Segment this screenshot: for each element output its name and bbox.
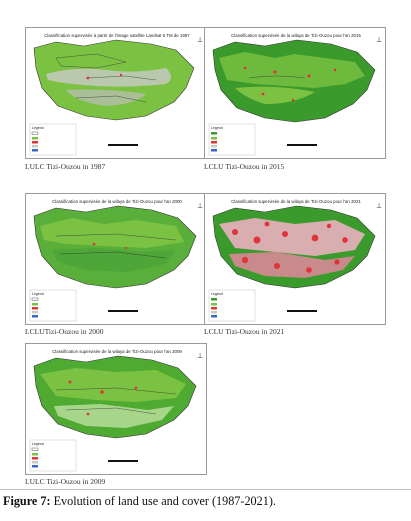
north-arrow-icon: ⊥ bbox=[197, 36, 203, 44]
north-arrow-icon: ⊥ bbox=[376, 36, 382, 44]
svg-text:Legend: Legend bbox=[211, 292, 223, 296]
north-arrow-icon: ⊥ bbox=[197, 202, 203, 210]
panel-caption-2009: LULC Tizi-Ouzou in 2009 bbox=[25, 477, 106, 486]
panel-caption-2015: LCLU Tizi-Ouzou in 2015 bbox=[204, 162, 285, 171]
lulc-map-2009: Classification supervisée de la wilaya d… bbox=[29, 349, 203, 472]
scale-bar bbox=[108, 460, 138, 462]
lulc-map-2015: Classification supervisée de la wilaya d… bbox=[208, 33, 382, 156]
map-panel-1987: Classification supervisée à partir de l'… bbox=[25, 27, 207, 159]
urban-spot bbox=[86, 76, 90, 80]
figure-label: Figure 7: bbox=[3, 494, 51, 508]
panel-caption-2000: LCLUTizi-Ouzou in 2000 bbox=[25, 327, 104, 336]
figure-caption: Figure 7: Evolution of land use and cove… bbox=[3, 494, 276, 509]
urban-spot bbox=[119, 73, 123, 77]
svg-text:Legend: Legend bbox=[32, 126, 44, 130]
scale-bar bbox=[108, 310, 138, 312]
map-title: Classification supervisée de la wilaya d… bbox=[231, 33, 361, 38]
map-panel-2009: Classification supervisée de la wilaya d… bbox=[25, 343, 207, 475]
map-title: Classification supervisée de la wilaya d… bbox=[52, 349, 182, 354]
caption-divider bbox=[0, 489, 411, 490]
panel-caption-1987: LULC Tizi-Ouzou in 1987 bbox=[25, 162, 106, 171]
bare-zone bbox=[46, 68, 171, 87]
lulc-map-1987: Classification supervisée à partir de l'… bbox=[29, 33, 203, 156]
map-panel-2000: Classification supervisée de la wilaya d… bbox=[25, 193, 207, 325]
bare-zone-2 bbox=[66, 89, 146, 106]
map-title: Classification supervisée de la wilaya d… bbox=[231, 199, 361, 204]
lulc-map-2021: Classification supervisée de la wilaya d… bbox=[208, 199, 382, 322]
scale-bar bbox=[287, 144, 317, 146]
map-title: Classification supervisée de la wilaya d… bbox=[52, 199, 182, 204]
figure-caption-text: Evolution of land use and cover (1987-20… bbox=[50, 494, 276, 508]
north-arrow-icon: ⊥ bbox=[197, 352, 203, 360]
scale-bar bbox=[287, 310, 317, 312]
map-panel-2021: Classification supervisée de la wilaya d… bbox=[204, 193, 386, 325]
svg-text:Legend: Legend bbox=[211, 126, 223, 130]
panel-caption-2021: LCLU Tizi-Ouzou in 2021 bbox=[204, 327, 285, 336]
region-outline bbox=[33, 205, 197, 289]
lulc-map-2000: Classification supervisée de la wilaya d… bbox=[29, 199, 203, 322]
map-panel-2015: Classification supervisée de la wilaya d… bbox=[204, 27, 386, 159]
svg-text:Legend: Legend bbox=[32, 292, 44, 296]
svg-text:Legend: Legend bbox=[32, 442, 44, 446]
map-title: Classification supervisée à partir de l'… bbox=[44, 33, 190, 38]
scale-bar bbox=[108, 144, 138, 146]
north-arrow-icon: ⊥ bbox=[376, 202, 382, 210]
